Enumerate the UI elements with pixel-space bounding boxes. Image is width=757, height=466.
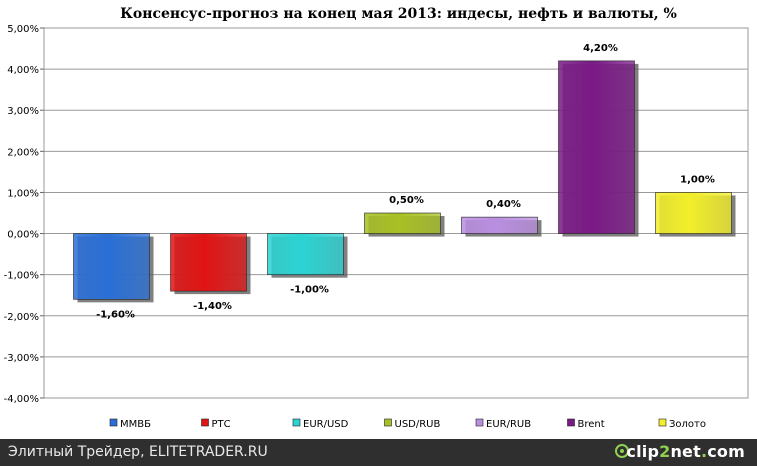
footer-bar: Элитный Трейдер, ELITETRADER.RU clip2net… — [0, 439, 757, 466]
bar-ММВБ — [73, 233, 150, 300]
legend-label: РТС — [212, 419, 231, 430]
y-tick-label: -2,00% — [4, 312, 39, 323]
data-label: 1,00% — [680, 174, 715, 185]
brand-tld: com — [707, 442, 745, 461]
data-label: 4,20% — [583, 43, 618, 54]
clip2net-brand: clip2net.com — [626, 442, 745, 461]
chart-title: Консенсус-прогноз на конец мая 2013: инд… — [120, 6, 677, 22]
legend-label: Brent — [578, 419, 605, 430]
y-tick-label: 2,00% — [7, 147, 39, 158]
legend-label: USD/RUB — [395, 419, 441, 430]
legend-swatch — [292, 418, 301, 427]
legend-swatch — [475, 418, 484, 427]
bar-USD/RUB — [364, 212, 441, 234]
legend-label: Золото — [669, 419, 706, 430]
bar-EUR/RUB — [461, 216, 538, 234]
bar-РТС — [170, 233, 247, 292]
bar-EUR/USD — [267, 233, 344, 275]
data-label: -1,40% — [193, 301, 232, 312]
clip2net-logo-icon — [615, 444, 629, 458]
legend-label: EUR/USD — [303, 419, 349, 430]
y-tick-label: -3,00% — [4, 353, 39, 364]
y-tick-label: 4,00% — [7, 65, 39, 76]
brand-part-2: 2 — [659, 442, 671, 461]
legend-label: EUR/RUB — [486, 419, 531, 430]
y-tick-label: -1,00% — [4, 271, 39, 282]
y-tick-label: -4,00% — [4, 394, 39, 405]
data-label: -1,00% — [290, 285, 329, 296]
legend-swatch — [658, 418, 667, 427]
bar-Золото — [655, 192, 732, 234]
brand-part-3: net — [670, 442, 701, 461]
y-tick-label: 3,00% — [7, 106, 39, 117]
legend-swatch — [384, 418, 392, 427]
data-label: -1,60% — [96, 309, 135, 320]
y-tick-label: 5,00% — [7, 24, 39, 35]
data-label: 0,50% — [389, 195, 424, 206]
data-label: 0,40% — [486, 199, 521, 210]
brand-part-1: clip — [626, 442, 660, 461]
legend-label: ММВБ — [120, 419, 151, 430]
bar-Brent — [558, 60, 635, 234]
footer-source: Элитный Трейдер, ELITETRADER.RU — [8, 444, 268, 460]
brand-dot: . — [700, 442, 708, 461]
y-tick-label: 1,00% — [7, 188, 39, 199]
y-tick-label: 0,00% — [7, 230, 39, 241]
legend-swatch — [567, 418, 575, 427]
legend-swatch — [201, 418, 209, 427]
legend-swatch — [109, 418, 118, 427]
